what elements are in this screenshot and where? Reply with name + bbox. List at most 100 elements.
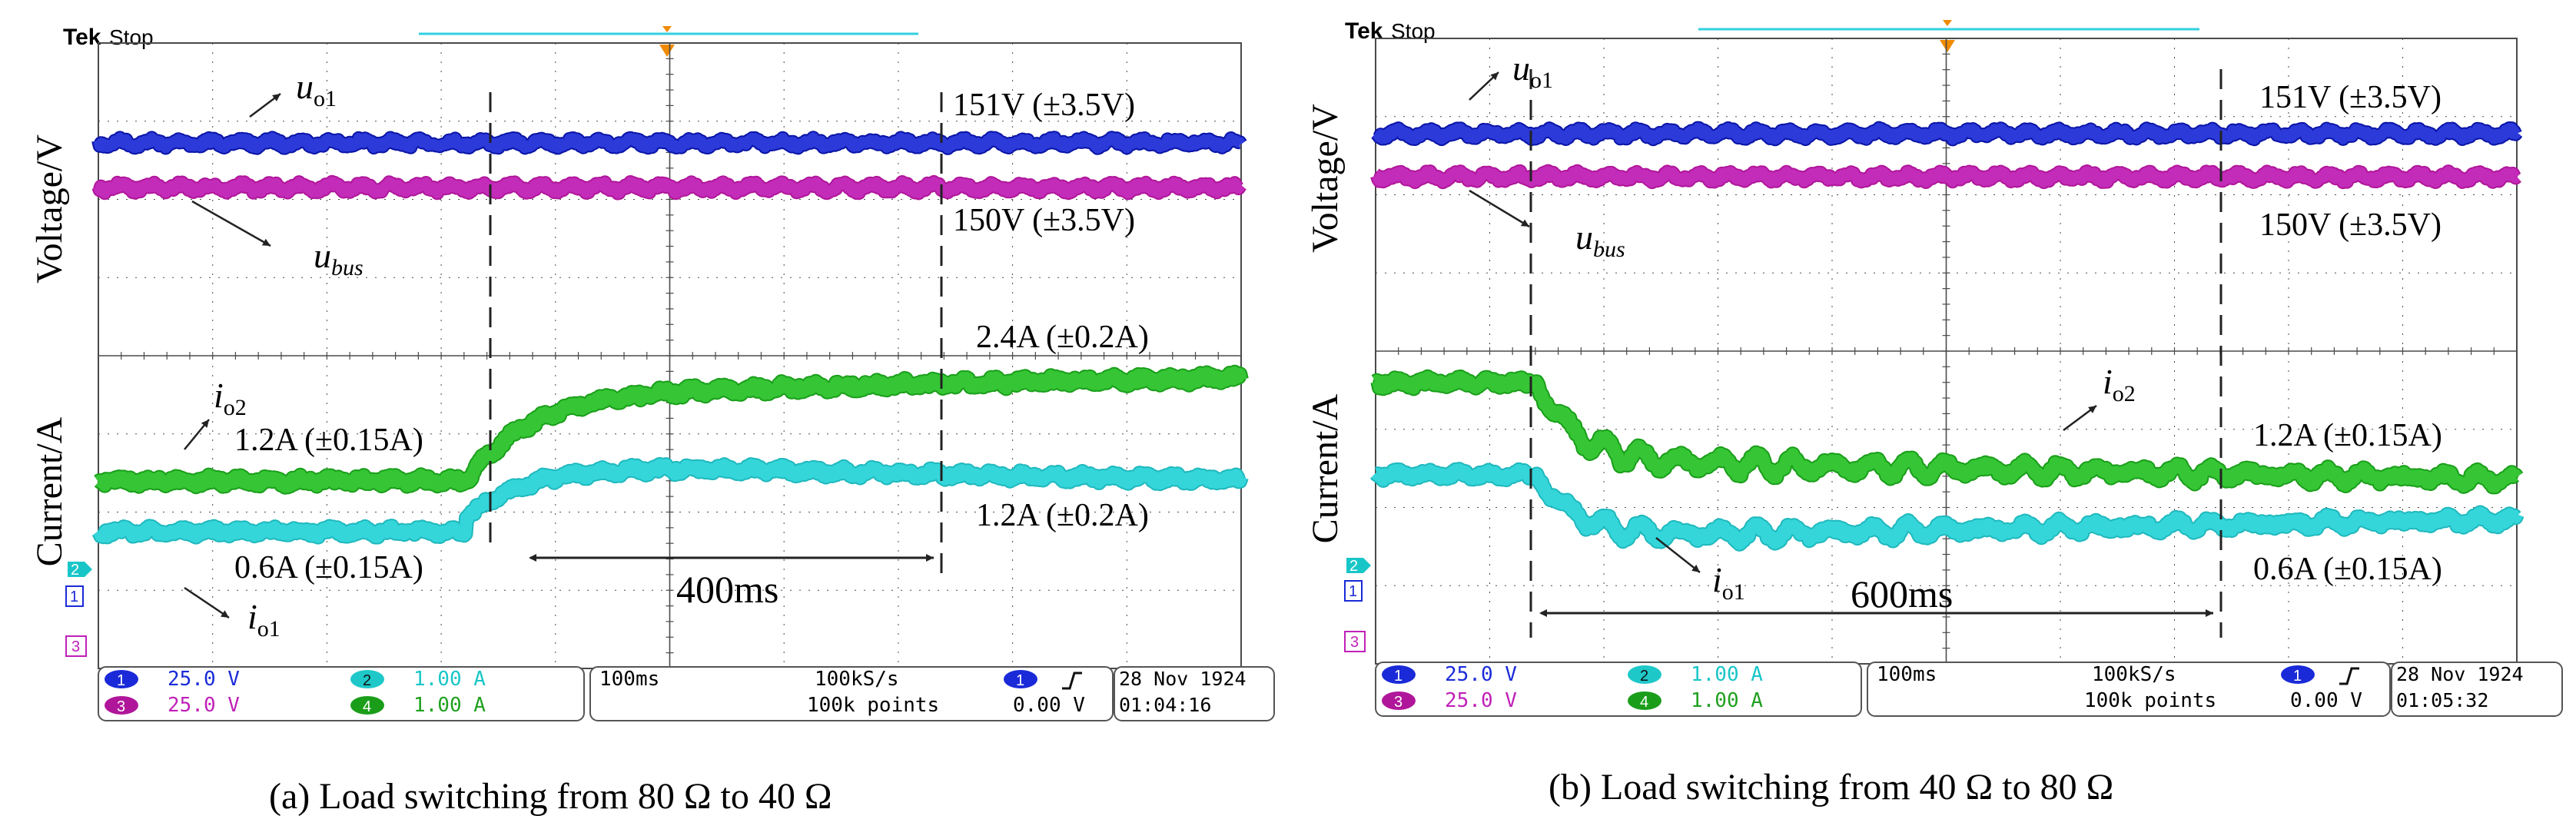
io2-arrow [2063, 404, 2097, 432]
svg-text:28 Nov 1924: 28 Nov 1924 [2396, 663, 2524, 685]
io2-trace [1370, 370, 2522, 493]
svg-text:1.00 A: 1.00 A [1691, 689, 1763, 712]
annot-interval: 600ms [1851, 572, 1953, 615]
caption-b: (b) Load switching from 40 Ω to 80 Ω [1549, 767, 2113, 807]
svg-text:100kS/s: 100kS/s [2092, 663, 2176, 686]
ch1-marker: 1 [65, 585, 84, 607]
grid-lines [98, 42, 1242, 669]
svg-text:4: 4 [1640, 694, 1648, 711]
svg-text:1: 1 [117, 672, 125, 689]
ch3-marker: 3 [65, 635, 87, 657]
svg-text:01:05:32: 01:05:32 [2396, 689, 2488, 711]
svg-text:25.0 V: 25.0 V [168, 694, 240, 717]
y-label-current: Current/A [29, 416, 70, 566]
svg-text:100ms: 100ms [1877, 663, 1937, 686]
annot-io1-before: 0.6A (±0.15A) [234, 550, 423, 585]
panel-a: Tek Stop 2 1 3 Voltage/V Current/A uo1 u… [29, 25, 1275, 817]
trigger-pos-marker [662, 26, 672, 32]
svg-text:100kS/s: 100kS/s [815, 668, 899, 691]
svg-text:25.0 V: 25.0 V [1445, 663, 1517, 686]
svg-text:3: 3 [1350, 634, 1359, 651]
annot-io2-after: 1.2A (±0.15A) [2253, 418, 2442, 453]
io2-arrow [184, 419, 210, 450]
svg-text:2: 2 [1349, 558, 1358, 575]
label-io1: io1 [1712, 560, 1745, 605]
io2-trace [93, 366, 1247, 493]
trigger-pos-marker [1943, 20, 1952, 26]
ubus-trace [1371, 165, 2521, 188]
annot-io1-after: 1.2A (±0.2A) [976, 498, 1149, 533]
svg-text:1: 1 [2293, 668, 2302, 685]
ubus-arrow [1469, 189, 1530, 228]
ubus-trace [93, 176, 1246, 199]
io1-arrow [1655, 537, 1701, 573]
svg-text:100k points: 100k points [2084, 689, 2216, 712]
svg-text:100ms: 100ms [599, 668, 659, 691]
svg-text:25.0 V: 25.0 V [1445, 689, 1517, 712]
annot-io2-before: 1.2A (±0.15A) [234, 423, 423, 458]
status-bar-a: 1 25.0 V 3 25.0 V 2 1.00 A 4 1.00 A 100m… [98, 666, 1275, 721]
svg-text:0.00 V: 0.00 V [2290, 689, 2362, 712]
label-io2: io2 [214, 376, 247, 420]
ch2-marker: 2 [68, 562, 92, 579]
svg-text:1.00 A: 1.00 A [1691, 663, 1763, 686]
rising-edge-icon [2339, 667, 2359, 685]
status-bar-b: 1 25.0 V 3 25.0 V 2 1.00 A 4 1.00 A 100m… [1375, 662, 2563, 717]
annot-uo1: 151V (±3.5V) [2259, 80, 2442, 115]
svg-text:1: 1 [70, 589, 78, 605]
graticule [1375, 38, 2518, 665]
y-label-voltage: Voltage/V [1305, 104, 1346, 253]
panel-b: Tek Stop 2 1 3 Voltage/V Current/A uo1 u… [1305, 18, 2563, 807]
svg-text:3: 3 [71, 638, 80, 655]
rising-edge-icon [1062, 672, 1082, 690]
label-io2: io2 [2103, 362, 2136, 406]
annot-ubus: 150V (±3.5V) [953, 203, 1135, 238]
y-label-current: Current/A [1305, 393, 1346, 543]
svg-text:3: 3 [1394, 694, 1403, 711]
y-label-voltage: Voltage/V [29, 134, 70, 284]
brand-label: Tek [1345, 18, 1383, 44]
annot-io2-after: 2.4A (±0.2A) [976, 320, 1149, 355]
svg-text:2: 2 [71, 562, 79, 579]
caption-a: (a) Load switching from 80 Ω to 40 Ω [269, 776, 832, 817]
annot-ubus: 150V (±3.5V) [2259, 207, 2442, 243]
label-uo1: uo1 [1512, 48, 1553, 93]
svg-text:3: 3 [117, 698, 125, 715]
svg-text:1: 1 [1016, 672, 1024, 689]
io1-trace [93, 458, 1247, 543]
ch2-marker: 2 [1346, 558, 1371, 575]
svg-text:2: 2 [363, 672, 371, 689]
uo1-trace [1371, 122, 2521, 145]
brand-label: Tek [63, 25, 101, 50]
trigger-arrow [659, 45, 675, 57]
svg-text:1.00 A: 1.00 A [413, 668, 486, 691]
io1-arrow [184, 586, 230, 619]
svg-text:2: 2 [1640, 668, 1648, 685]
annot-io1-after: 0.6A (±0.15A) [2253, 552, 2442, 587]
ubus-arrow [191, 200, 271, 247]
label-io1: io1 [247, 597, 281, 642]
waveforms-a [91, 131, 1249, 545]
label-ubus: ubus [314, 236, 363, 280]
label-ubus: ubus [1575, 217, 1625, 262]
svg-text:1: 1 [1349, 583, 1357, 600]
ch1-marker: 1 [1344, 580, 1363, 602]
annot-uo1: 151V (±3.5V) [953, 88, 1135, 123]
uo1-arrow [1469, 71, 1499, 101]
svg-text:4: 4 [363, 698, 371, 715]
svg-text:0.00 V: 0.00 V [1013, 694, 1085, 717]
svg-text:28 Nov 1924: 28 Nov 1924 [1119, 668, 1247, 690]
status-label: Stop [109, 25, 154, 49]
label-uo1: uo1 [296, 67, 337, 111]
uo1-arrow [249, 93, 281, 118]
svg-text:25.0 V: 25.0 V [168, 668, 240, 691]
waveforms-b [1369, 121, 2525, 552]
ch3-marker: 3 [1344, 631, 1366, 652]
grid-lines [1375, 38, 2518, 665]
svg-text:1.00 A: 1.00 A [413, 694, 486, 717]
uo1-trace [93, 132, 1246, 154]
trigger-arrow [1940, 40, 1955, 52]
svg-text:01:04:16: 01:04:16 [1119, 694, 1211, 716]
io1-trace [1370, 463, 2523, 550]
